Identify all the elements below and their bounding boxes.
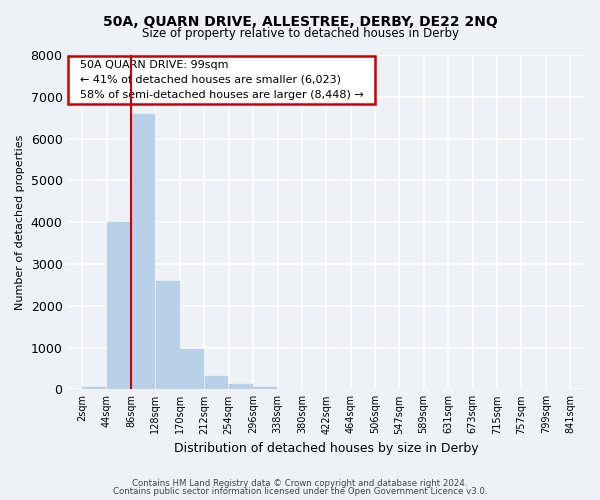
Text: Size of property relative to detached houses in Derby: Size of property relative to detached ho…: [142, 28, 458, 40]
Bar: [107, 222, 131, 390]
Bar: [205, 376, 229, 390]
Text: Contains HM Land Registry data © Crown copyright and database right 2024.: Contains HM Land Registry data © Crown c…: [132, 478, 468, 488]
Bar: [131, 114, 155, 390]
Y-axis label: Number of detached properties: Number of detached properties: [15, 134, 25, 310]
Bar: [253, 387, 277, 390]
Bar: [180, 349, 204, 390]
X-axis label: Distribution of detached houses by size in Derby: Distribution of detached houses by size …: [174, 442, 479, 455]
Bar: [155, 280, 179, 390]
Text: 50A, QUARN DRIVE, ALLESTREE, DERBY, DE22 2NQ: 50A, QUARN DRIVE, ALLESTREE, DERBY, DE22…: [103, 15, 497, 29]
Bar: [82, 387, 106, 390]
Bar: [229, 384, 253, 390]
Text: Contains public sector information licensed under the Open Government Licence v3: Contains public sector information licen…: [113, 487, 487, 496]
Text: 50A QUARN DRIVE: 99sqm  
  ← 41% of detached houses are smaller (6,023)  
  58% : 50A QUARN DRIVE: 99sqm ← 41% of detached…: [73, 60, 370, 100]
